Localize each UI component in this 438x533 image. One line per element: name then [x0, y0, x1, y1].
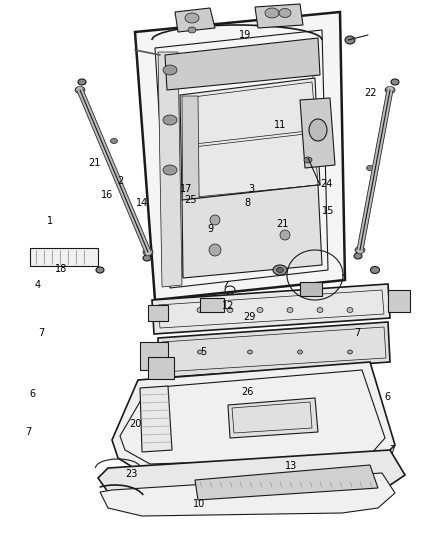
- Polygon shape: [158, 52, 182, 287]
- Ellipse shape: [273, 265, 287, 275]
- Polygon shape: [255, 4, 303, 28]
- Ellipse shape: [276, 268, 283, 272]
- Polygon shape: [140, 386, 172, 452]
- Ellipse shape: [347, 308, 353, 312]
- Text: 16: 16: [101, 190, 113, 199]
- Ellipse shape: [279, 9, 291, 18]
- Text: 12: 12: [222, 302, 234, 311]
- Bar: [148, 305, 168, 321]
- Text: 7: 7: [389, 446, 395, 455]
- Ellipse shape: [280, 230, 290, 240]
- Polygon shape: [158, 322, 390, 378]
- Text: 3: 3: [249, 184, 255, 194]
- Bar: [300, 282, 322, 296]
- Ellipse shape: [367, 166, 374, 171]
- Text: 25: 25: [184, 195, 197, 205]
- Text: 2: 2: [117, 176, 124, 186]
- Polygon shape: [175, 8, 215, 32]
- Ellipse shape: [355, 246, 365, 254]
- Ellipse shape: [143, 248, 153, 255]
- Polygon shape: [165, 38, 320, 90]
- Ellipse shape: [304, 157, 312, 163]
- Bar: [200, 298, 224, 312]
- Ellipse shape: [96, 267, 104, 273]
- Text: 24: 24: [320, 179, 332, 189]
- Polygon shape: [112, 362, 395, 475]
- Ellipse shape: [210, 215, 220, 225]
- Polygon shape: [100, 473, 395, 516]
- Ellipse shape: [287, 308, 293, 312]
- Text: 21: 21: [88, 158, 100, 167]
- Text: 20: 20: [130, 419, 142, 429]
- Ellipse shape: [347, 350, 353, 354]
- Text: 15: 15: [322, 206, 335, 215]
- Ellipse shape: [265, 8, 279, 18]
- Ellipse shape: [163, 165, 177, 175]
- Ellipse shape: [297, 350, 303, 354]
- Text: 6: 6: [385, 392, 391, 402]
- Ellipse shape: [247, 350, 252, 354]
- Ellipse shape: [78, 79, 86, 85]
- Polygon shape: [195, 465, 378, 500]
- Text: 7: 7: [25, 427, 32, 437]
- Text: 1: 1: [47, 216, 53, 226]
- Ellipse shape: [143, 255, 151, 261]
- Bar: [140, 342, 168, 370]
- Text: 29: 29: [244, 312, 256, 322]
- Polygon shape: [300, 98, 335, 168]
- Bar: [30, 248, 98, 266]
- Text: 6: 6: [30, 390, 36, 399]
- Text: 13: 13: [285, 462, 297, 471]
- Ellipse shape: [354, 253, 362, 259]
- Ellipse shape: [317, 308, 323, 312]
- Ellipse shape: [163, 65, 177, 75]
- Text: 14: 14: [136, 198, 148, 207]
- Polygon shape: [98, 450, 405, 502]
- Ellipse shape: [185, 13, 199, 23]
- Text: 7: 7: [354, 328, 360, 338]
- Text: 8: 8: [244, 198, 251, 207]
- Text: 17: 17: [180, 184, 192, 194]
- Ellipse shape: [371, 266, 379, 273]
- Ellipse shape: [163, 115, 177, 125]
- Ellipse shape: [309, 119, 327, 141]
- Ellipse shape: [385, 86, 395, 93]
- Text: 26: 26: [241, 387, 254, 397]
- Ellipse shape: [345, 36, 355, 44]
- Text: 23: 23: [125, 470, 138, 479]
- Polygon shape: [228, 398, 318, 438]
- Text: 11: 11: [274, 120, 286, 130]
- Text: 7: 7: [39, 328, 45, 338]
- Text: 22: 22: [364, 88, 376, 98]
- Text: 10: 10: [193, 499, 205, 508]
- Bar: [148, 357, 174, 379]
- Ellipse shape: [209, 244, 221, 256]
- Polygon shape: [182, 185, 322, 278]
- Bar: [388, 290, 410, 312]
- Ellipse shape: [197, 308, 203, 312]
- Ellipse shape: [257, 308, 263, 312]
- Text: 4: 4: [34, 280, 40, 290]
- Polygon shape: [152, 284, 390, 334]
- Text: 5: 5: [201, 347, 207, 357]
- Polygon shape: [182, 96, 200, 277]
- Ellipse shape: [227, 308, 233, 312]
- Text: 21: 21: [276, 219, 289, 229]
- Text: 19: 19: [239, 30, 251, 39]
- Ellipse shape: [391, 79, 399, 85]
- Ellipse shape: [75, 86, 85, 93]
- Ellipse shape: [188, 27, 196, 33]
- Ellipse shape: [198, 350, 202, 354]
- Polygon shape: [180, 78, 320, 200]
- Text: 9: 9: [207, 224, 213, 234]
- Text: 18: 18: [55, 264, 67, 274]
- Polygon shape: [135, 12, 345, 300]
- Ellipse shape: [110, 139, 117, 143]
